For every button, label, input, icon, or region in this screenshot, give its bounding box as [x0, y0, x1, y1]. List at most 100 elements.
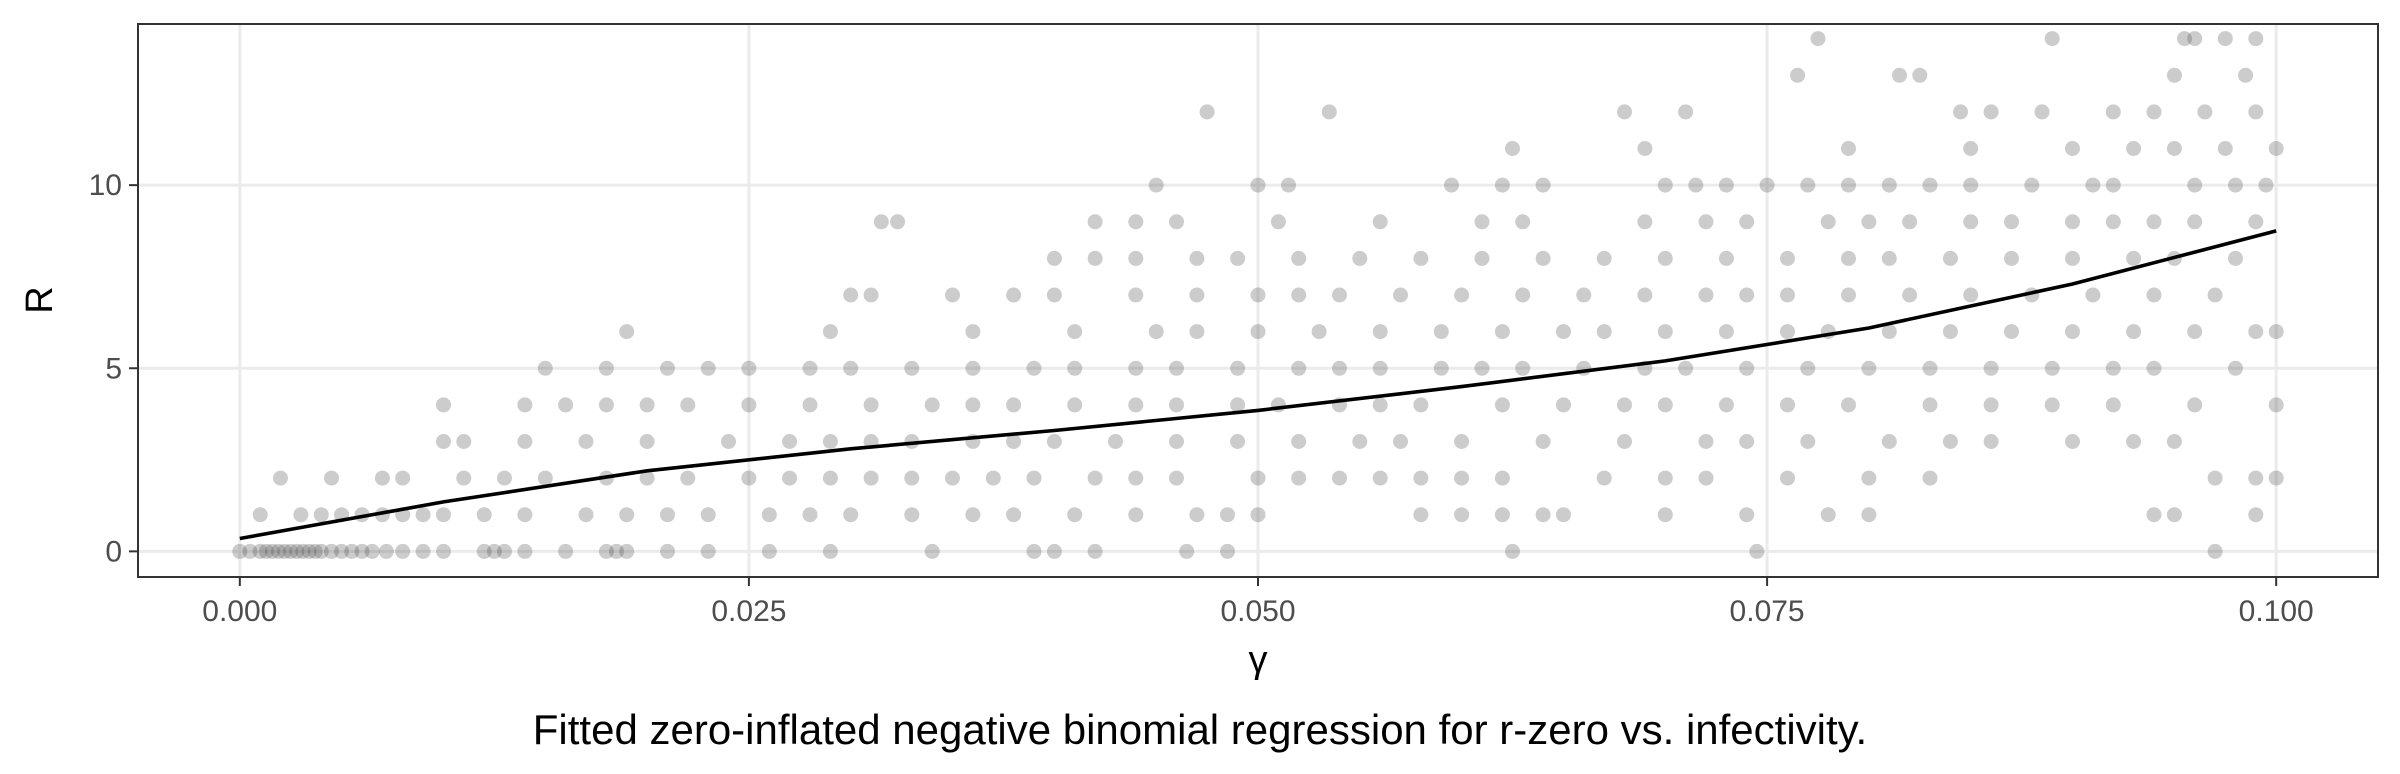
data-point-289 [1128, 214, 1144, 230]
data-point-146 [2065, 434, 2080, 449]
data-point-309 [1250, 177, 1266, 193]
data-point-133 [1230, 434, 1246, 449]
data-point-155 [741, 397, 757, 413]
data-point-131 [1108, 434, 1123, 449]
data-point-149 [436, 397, 451, 413]
data-point-8 [289, 543, 305, 559]
data-point-86 [497, 470, 512, 486]
data-point-265 [1087, 250, 1103, 266]
data-point-93 [822, 470, 838, 486]
grid-major-x [238, 24, 2278, 577]
data-point-83 [374, 470, 390, 486]
data-point-171 [1617, 397, 1632, 413]
data-point-248 [1332, 287, 1347, 303]
data-point-11 [307, 543, 323, 559]
data-point-163 [1169, 397, 1184, 413]
data-point-316 [1718, 177, 1734, 193]
data-point-150 [517, 397, 533, 413]
data-point-159 [965, 397, 981, 413]
data-point-69 [1413, 507, 1429, 523]
data-point-1 [242, 543, 258, 559]
data-point-263 [2207, 287, 2223, 303]
data-point-140 [1698, 434, 1714, 449]
data-point-258 [1902, 287, 1918, 303]
data-point-143 [1881, 434, 1897, 449]
data-point-62 [965, 507, 981, 523]
data-point-336 [2217, 141, 2233, 156]
data-point-266 [1128, 250, 1144, 266]
data-point-22 [476, 543, 492, 559]
data-point-2 [252, 543, 268, 559]
data-point-175 [1841, 397, 1856, 413]
data-point-94 [863, 470, 879, 486]
data-point-92 [782, 470, 798, 486]
data-point-106 [1413, 470, 1429, 486]
data-point-262 [2146, 287, 2162, 303]
data-point-139 [1617, 434, 1632, 449]
data-point-180 [2187, 397, 2203, 413]
data-point-111 [1698, 470, 1714, 486]
data-point-224 [1494, 324, 1510, 340]
data-point-56 [660, 507, 675, 523]
data-point-251 [1515, 287, 1531, 303]
data-point-233 [2004, 324, 2019, 340]
data-point-246 [1250, 287, 1266, 303]
data-point-7 [283, 543, 299, 559]
data-point-39 [1220, 543, 1235, 559]
data-point-280 [1942, 250, 1958, 266]
data-point-238 [2268, 324, 2284, 340]
data-point-112 [1780, 470, 1795, 486]
data-point-59 [802, 507, 818, 523]
data-point-308 [1148, 177, 1164, 193]
data-point-348 [2248, 104, 2264, 120]
data-point-73 [1556, 507, 1571, 523]
data-point-325 [2105, 177, 2121, 193]
y-axis-ticks: 0 5 10 [89, 169, 138, 568]
data-point-10 [301, 543, 317, 559]
data-point-312 [1494, 177, 1510, 193]
data-point-71 [1494, 507, 1510, 523]
data-point-235 [2126, 324, 2142, 340]
data-point-274 [1596, 250, 1612, 266]
data-point-132 [1169, 434, 1184, 449]
data-point-72 [1535, 507, 1551, 523]
data-point-134 [1291, 434, 1307, 449]
scatter-chart: 0.000 0.025 0.050 0.075 0.100 0 5 10 γ R [19, 23, 2379, 681]
data-point-113 [1861, 470, 1877, 486]
data-point-196 [1291, 360, 1307, 376]
data-point-52 [476, 507, 492, 523]
data-point-63 [1006, 507, 1022, 523]
data-point-271 [1413, 250, 1429, 266]
data-point-101 [1169, 470, 1184, 486]
data-point-103 [1291, 470, 1307, 486]
data-point-254 [1698, 287, 1714, 303]
x-tick-label-3: 0.075 [1730, 595, 1805, 628]
data-point-130 [1046, 434, 1062, 449]
data-point-350 [1912, 67, 1928, 83]
data-point-151 [558, 397, 574, 413]
data-point-193 [1128, 360, 1144, 376]
data-point-302 [2004, 214, 2019, 230]
data-point-152 [598, 397, 614, 413]
data-point-341 [1678, 104, 1694, 120]
data-point-97 [985, 470, 1001, 486]
data-point-273 [1535, 250, 1551, 266]
data-point-215 [822, 324, 838, 340]
data-point-240 [863, 287, 879, 303]
data-point-176 [1922, 397, 1938, 413]
data-point-60 [843, 507, 859, 523]
data-point-242 [1006, 287, 1022, 303]
data-point-124 [782, 434, 798, 449]
data-point-37 [1087, 543, 1103, 559]
data-point-85 [456, 470, 472, 486]
data-point-281 [2004, 250, 2019, 266]
data-point-121 [578, 434, 594, 449]
data-point-87 [537, 470, 553, 486]
data-point-295 [1637, 214, 1653, 230]
data-point-177 [1983, 397, 1999, 413]
data-point-250 [1454, 287, 1470, 303]
data-point-40 [1505, 543, 1520, 559]
data-point-226 [1596, 324, 1612, 340]
data-point-269 [1291, 250, 1307, 266]
data-point-30 [660, 543, 675, 559]
